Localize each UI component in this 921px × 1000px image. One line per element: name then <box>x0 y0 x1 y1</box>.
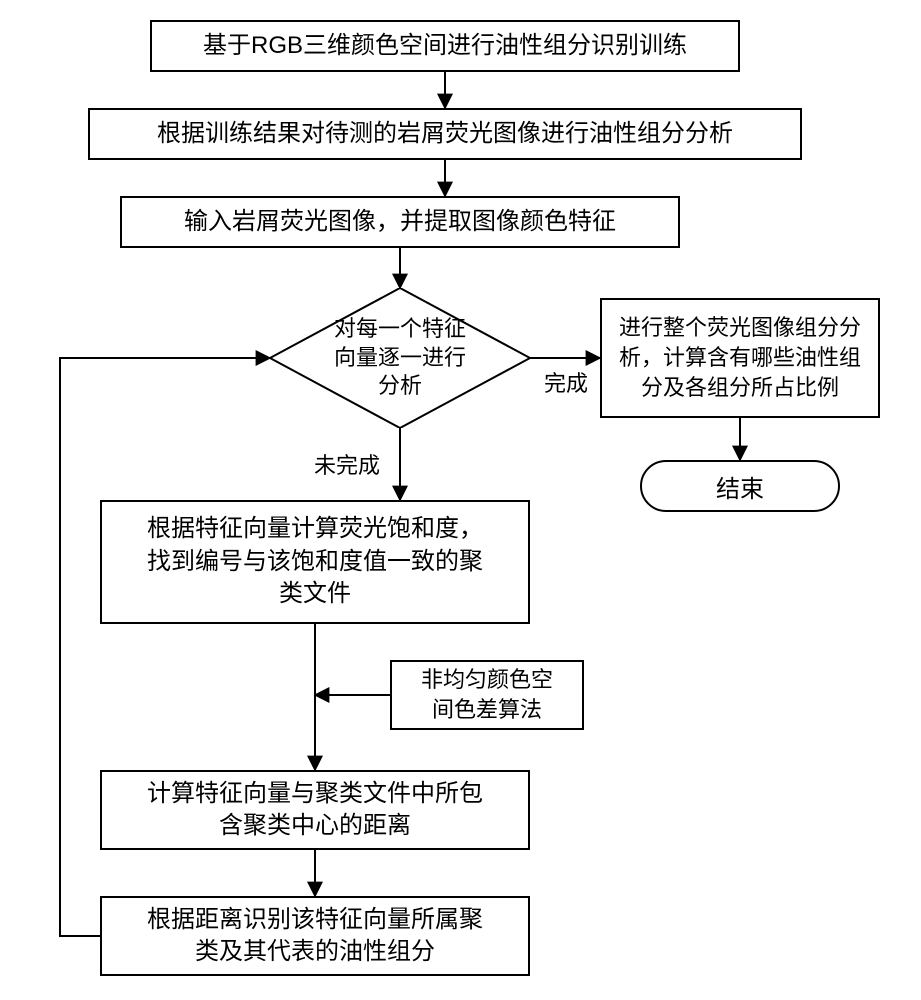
node-decision-each-vector: 对每一个特征向量逐一进行分析 <box>270 288 530 428</box>
node-compute-saturation: 根据特征向量计算荧光饱和度，找到编号与该饱和度值一致的聚类文件 <box>100 500 530 624</box>
node-analysis-by-training: 根据训练结果对待测的岩屑荧光图像进行油性组分分析 <box>88 108 802 160</box>
node-label: 非均匀颜色空间色差算法 <box>421 665 553 724</box>
node-end: 结束 <box>640 460 840 512</box>
node-label: 计算特征向量与聚类文件中所包含聚类中心的距离 <box>147 778 483 843</box>
node-full-image-analysis: 进行整个荧光图像组分分析，计算含有哪些油性组分及各组分所占比例 <box>600 298 880 418</box>
node-label: 结束 <box>716 469 764 504</box>
node-label: 对每一个特征向量逐一进行分析 <box>334 315 466 401</box>
node-label: 进行整个荧光图像组分分析，计算含有哪些油性组分及各组分所占比例 <box>619 313 861 402</box>
node-label: 根据距离识别该特征向量所属聚类及其代表的油性组分 <box>147 904 483 969</box>
node-label: 基于RGB三维颜色空间进行油性组分识别训练 <box>203 30 687 62</box>
node-label: 输入岩屑荧光图像，并提取图像颜色特征 <box>184 206 616 238</box>
edge-label-complete: 完成 <box>542 366 590 398</box>
node-input-image: 输入岩屑荧光图像，并提取图像颜色特征 <box>120 196 680 248</box>
node-rgb-training: 基于RGB三维颜色空间进行油性组分识别训练 <box>150 20 740 72</box>
node-color-diff-algorithm: 非均匀颜色空间色差算法 <box>390 660 584 730</box>
node-label: 根据特征向量计算荧光饱和度，找到编号与该饱和度值一致的聚类文件 <box>147 513 483 610</box>
node-label: 根据训练结果对待测的岩屑荧光图像进行油性组分分析 <box>157 118 733 150</box>
edge-label-incomplete: 未完成 <box>312 448 382 480</box>
node-compute-distance: 计算特征向量与聚类文件中所包含聚类中心的距离 <box>100 770 530 850</box>
node-identify-cluster: 根据距离识别该特征向量所属聚类及其代表的油性组分 <box>100 896 530 976</box>
